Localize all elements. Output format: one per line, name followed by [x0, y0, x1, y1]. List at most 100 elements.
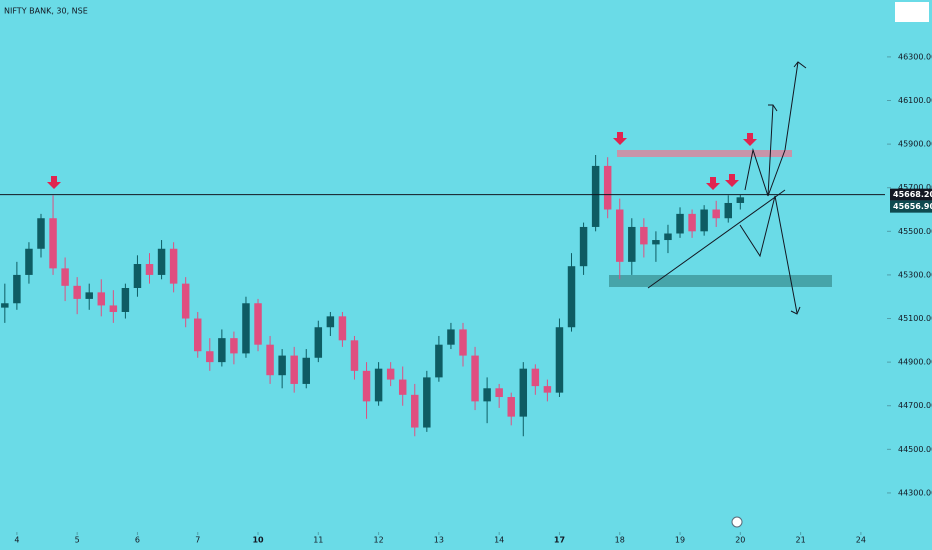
candle-body	[145, 264, 154, 275]
candle-body	[700, 209, 708, 232]
x-tick-label: 19	[675, 536, 685, 545]
candle-body	[73, 285, 81, 299]
candle-body	[664, 233, 672, 241]
x-tick-label: 7	[195, 536, 200, 545]
candle-body	[495, 388, 503, 398]
candle-body	[218, 338, 226, 363]
candle-body	[555, 327, 564, 393]
x-tick-label: 18	[615, 536, 625, 545]
candle-body	[290, 355, 298, 384]
path-arrow	[739, 195, 798, 314]
candle-body	[447, 329, 455, 345]
event-icon[interactable]	[731, 516, 743, 528]
candle-body	[350, 340, 359, 371]
trend-line	[647, 189, 786, 289]
x-tick-label: 20	[735, 536, 745, 545]
down-arrow	[47, 176, 61, 189]
x-tick-label: 13	[434, 536, 444, 545]
candle-body	[254, 303, 262, 345]
candle-body	[266, 344, 274, 376]
chart-title: NIFTY BANK, 30, NSE	[4, 7, 88, 16]
arrow-head	[793, 61, 807, 69]
candle-body	[712, 209, 720, 219]
candle-body	[724, 202, 732, 219]
candle-body	[109, 305, 118, 312]
candle-body	[411, 394, 419, 428]
candle-body	[483, 388, 491, 402]
candle-body	[85, 292, 93, 299]
y-tick-label: 45900.00	[898, 140, 932, 149]
y-tick-label: 45700.00	[898, 183, 932, 192]
down-arrow	[613, 132, 627, 145]
y-tick-label: 45500.00	[898, 227, 932, 236]
candle-body	[423, 377, 431, 428]
button[interactable]	[895, 2, 929, 22]
support-zone	[609, 275, 832, 287]
candle-body	[37, 218, 45, 249]
candle-body	[652, 240, 660, 245]
candle-body	[206, 351, 214, 363]
candle-body	[13, 274, 21, 304]
down-arrow	[725, 174, 739, 187]
x-tick-label: 12	[374, 536, 384, 545]
y-tick-label: 44300.00	[898, 488, 932, 497]
candle-body	[640, 226, 648, 245]
candle-body	[676, 213, 684, 234]
down-arrow	[706, 177, 720, 190]
x-tick-label: 17	[554, 536, 565, 545]
candle-body	[194, 318, 202, 352]
candle-body	[326, 316, 335, 328]
y-tick-label: 45300.00	[898, 270, 932, 279]
candle-body	[133, 264, 142, 289]
candle-body	[61, 268, 69, 286]
candle-body	[338, 316, 347, 341]
candle-body	[314, 327, 323, 358]
y-tick-label: 45100.00	[898, 314, 932, 323]
candle-body	[386, 368, 395, 380]
x-tick-label: 14	[494, 536, 504, 545]
candle-body	[579, 226, 588, 267]
level-label: 45668.20	[893, 190, 932, 199]
candle-body	[507, 397, 515, 417]
candle-body	[567, 266, 576, 328]
candle-body	[362, 370, 371, 402]
candle-body	[435, 344, 443, 378]
x-tick-label: 5	[75, 536, 80, 545]
candle-body	[688, 213, 696, 232]
x-tick-label: 4	[14, 536, 19, 545]
candle-body	[531, 368, 540, 387]
path-arrow	[767, 61, 799, 197]
candle-body	[25, 248, 33, 275]
candle-body	[278, 355, 286, 376]
x-tick-label: 6	[135, 536, 140, 545]
candle-body	[242, 303, 250, 354]
y-tick-label: 46100.00	[898, 96, 932, 105]
x-tick-label: 11	[313, 536, 323, 545]
y-tick-label: 44500.00	[898, 445, 932, 454]
price-tag	[890, 200, 932, 213]
candle-body	[97, 292, 106, 306]
candle-body	[591, 165, 600, 227]
candle-body	[169, 248, 178, 284]
candle-body	[374, 368, 383, 402]
candle-body	[1, 303, 9, 308]
candle-body	[302, 357, 310, 384]
candle-body	[736, 197, 745, 203]
path-arrow	[744, 104, 774, 197]
price-tag	[890, 188, 932, 201]
candle-body	[603, 165, 612, 210]
candle-body	[398, 379, 407, 395]
resistance-zone	[617, 150, 792, 157]
candle-body	[181, 283, 190, 319]
candle-body	[628, 226, 636, 262]
candle-body	[519, 368, 528, 417]
candle-body	[49, 218, 57, 269]
arrow-head	[768, 104, 778, 112]
last-price-label: 45656.90	[893, 202, 932, 211]
y-tick-label: 44900.00	[898, 358, 932, 367]
candle-body	[543, 386, 552, 393]
x-tick-label: 21	[796, 536, 806, 545]
arrow-head	[790, 306, 801, 315]
x-tick-label: 24	[856, 536, 866, 545]
